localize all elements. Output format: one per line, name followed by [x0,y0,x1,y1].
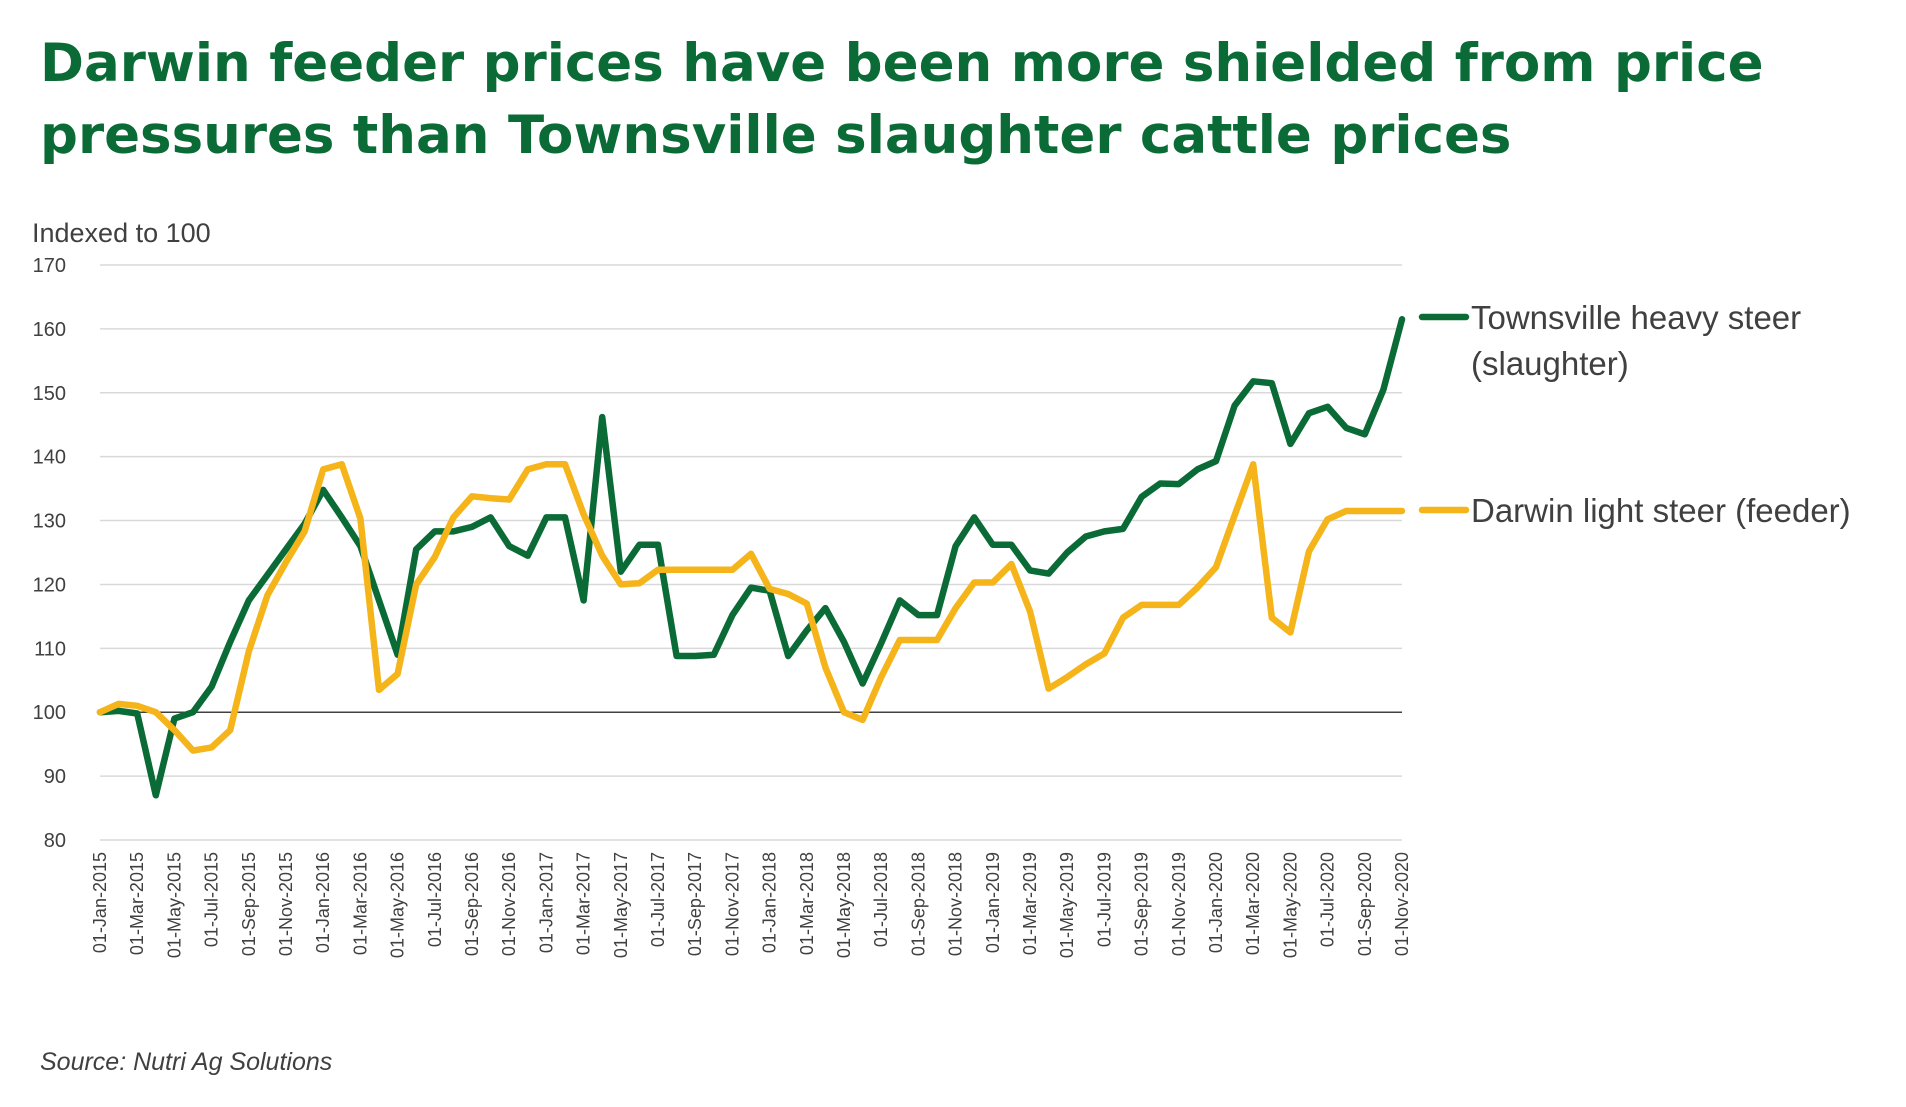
legend-label-1: Townsville heavy steer (slaughter) [1471,299,1801,382]
x-tick-label: 01-Nov-2016 [499,852,519,956]
x-tick-label: 01-Sep-2016 [462,852,482,956]
x-tick-label: 01-May-2020 [1280,852,1300,958]
x-tick-label: 01-Mar-2019 [1020,852,1040,955]
x-tick-label: 01-Sep-2018 [908,852,928,956]
x-tick-label: 01-Jul-2015 [202,852,222,947]
x-tick-label: 01-Mar-2017 [574,852,594,955]
x-tick-label: 01-Sep-2015 [239,852,259,956]
x-tick-label: 01-Sep-2019 [1132,852,1152,956]
line-chart: Indexed to 100 80 90 100 110 120 130 140 150 160… [32,218,1851,958]
y-tick-label: 140 [33,447,66,469]
series-lines [96,316,1406,799]
x-tick-label: 01-Jul-2017 [648,852,668,947]
x-tick-label: 01-Jul-2019 [1094,852,1114,947]
x-tick-label: 01-Mar-2018 [797,852,817,955]
x-tick-label: 01-Mar-2015 [127,852,147,955]
x-tick-label: 01-Nov-2015 [276,852,296,956]
y-tick-label: 100 [33,702,66,724]
x-tick-label: 01-May-2015 [164,852,184,958]
legend-label-2: Darwin light steer (feeder) [1471,492,1851,529]
y-tick-label: 90 [44,766,66,788]
x-tick-label: 01-Jan-2015 [90,852,110,953]
x-tick-label: 01-May-2017 [611,852,631,958]
x-tick-label: 01-Nov-2017 [722,852,742,956]
series-line-2 [96,461,1406,754]
y-tick-labels: 80 90 100 110 120 130 140 150 160 170 [33,255,66,852]
y-tick-label: 150 [33,383,66,405]
y-tick-label: 120 [33,574,66,596]
x-tick-label: 01-Jan-2016 [313,852,333,953]
chart-title: Darwin feeder prices have been more shie… [40,28,1820,172]
legend: Townsville heavy steer (slaughter) Darwin … [1418,299,1851,529]
x-tick-label: 01-May-2019 [1057,852,1077,958]
y-axis-label: Indexed to 100 [32,218,211,248]
y-tick-label: 130 [33,511,66,533]
x-tick-label: 01-Mar-2016 [350,852,370,955]
x-tick-label: 01-Jul-2020 [1318,852,1338,947]
x-tick-label: 01-Jul-2016 [425,852,445,947]
x-tick-label: 01-Sep-2020 [1355,852,1375,956]
x-tick-label: 01-Jan-2020 [1206,852,1226,953]
x-tick-label: 01-May-2016 [388,852,408,958]
y-tick-label: 160 [33,319,66,341]
y-tick-label: 170 [33,255,66,277]
x-tick-label: 01-Jan-2018 [760,852,780,953]
x-tick-label: 01-Jul-2018 [871,852,891,947]
chart-title-line-2: pressures than Townsville slaughter catt… [40,105,1512,166]
x-tick-label: 01-Nov-2018 [946,852,966,956]
x-tick-label: 01-Jan-2017 [536,852,556,953]
x-tick-label: 01-Nov-2019 [1169,852,1189,956]
source-note: Source: Nutri Ag Solutions [40,1048,333,1076]
x-tick-label: 01-Nov-2020 [1392,852,1412,956]
x-tick-label: 01-Jan-2019 [983,852,1003,953]
x-tick-labels: 01-Jan-2015 01-Mar-2015 01-May-2015 01-Jul-… [90,852,1412,958]
grid-lines [100,264,1402,841]
y-tick-label: 110 [34,638,66,660]
y-tick-label: 80 [44,830,66,852]
x-tick-label: 01-May-2018 [834,852,854,958]
x-tick-label: 01-Sep-2017 [685,852,705,956]
x-tick-label: 01-Mar-2020 [1243,852,1263,955]
chart-title-line-1: Darwin feeder prices have been more shie… [40,33,1764,94]
